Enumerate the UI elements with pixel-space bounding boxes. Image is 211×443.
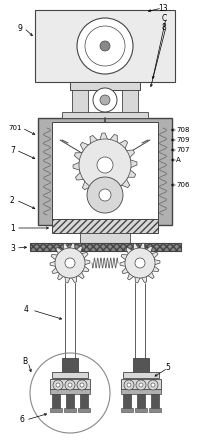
Text: 708: 708 [176,127,189,133]
Text: A: A [176,157,181,163]
Text: B: B [22,358,27,366]
Bar [123,394,131,408]
Text: 4: 4 [24,306,29,315]
Circle shape [77,380,87,390]
Circle shape [139,383,143,387]
Text: 707: 707 [176,147,189,153]
Circle shape [53,380,63,390]
Circle shape [77,18,133,74]
Circle shape [99,189,111,201]
Bar [151,394,159,408]
Bar [70,82,140,90]
Bar [80,233,130,243]
Text: 8: 8 [162,23,167,31]
Text: 7: 7 [10,145,15,155]
Bar [121,408,133,412]
Circle shape [80,383,84,387]
Bar [122,90,138,115]
Bar [64,408,76,412]
Bar [80,394,88,408]
Polygon shape [73,133,137,197]
Bar [72,90,88,115]
Circle shape [148,380,158,390]
Circle shape [87,177,123,213]
Circle shape [125,248,155,278]
Bar [62,358,78,372]
Circle shape [93,88,117,112]
Text: 701: 701 [8,125,22,131]
Bar [35,10,175,82]
Circle shape [100,41,110,51]
Circle shape [68,383,72,387]
Bar [50,408,62,412]
Text: C: C [162,13,167,23]
Circle shape [56,383,60,387]
Bar [149,408,161,412]
Bar [52,372,88,378]
Circle shape [151,383,155,387]
Bar [66,394,74,408]
Circle shape [55,248,85,278]
Bar [52,122,158,219]
Bar [123,372,159,378]
Circle shape [97,157,113,173]
Bar [50,379,90,389]
Circle shape [124,380,134,390]
Circle shape [136,380,146,390]
Circle shape [100,95,110,105]
Text: 2: 2 [10,195,15,205]
Text: 5: 5 [165,364,170,373]
Text: 3: 3 [10,244,15,253]
Text: 709: 709 [176,137,189,143]
Bar [121,379,161,389]
Circle shape [65,380,75,390]
Text: 13: 13 [158,4,168,12]
Text: 6: 6 [20,416,25,424]
Text: 9: 9 [18,23,23,32]
Text: 706: 706 [176,182,189,188]
Circle shape [79,139,131,191]
Bar [62,112,148,118]
Bar [78,408,90,412]
Bar [121,389,161,394]
Bar [52,219,158,233]
Bar [52,394,60,408]
Text: 1: 1 [10,224,15,233]
Circle shape [65,258,75,268]
Bar [30,243,181,251]
Circle shape [127,383,131,387]
Bar [133,358,149,372]
Bar [38,118,172,225]
Bar [50,389,90,394]
Bar [137,394,145,408]
Polygon shape [120,243,160,283]
Polygon shape [50,243,90,283]
Bar [135,408,147,412]
Circle shape [135,258,145,268]
